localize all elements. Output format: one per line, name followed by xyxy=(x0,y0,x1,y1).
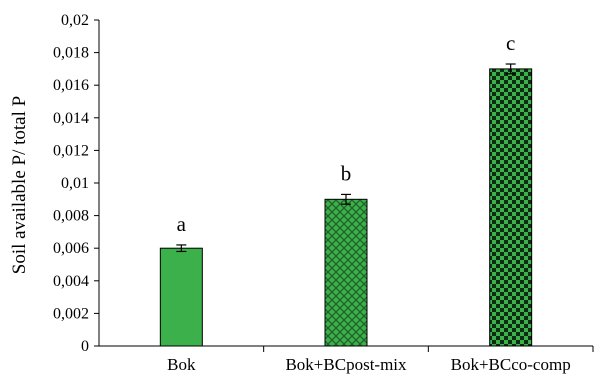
x-axis-labels: Bok Bok+BCpost-mix Bok+BCco-comp xyxy=(167,346,594,374)
y-tick-label: 0,008 xyxy=(53,208,89,225)
bar-2 xyxy=(324,198,368,347)
y-tick-label: 0,016 xyxy=(53,77,89,94)
x-tick-label: Bok xyxy=(167,355,196,374)
y-tick-label: 0,006 xyxy=(53,240,89,257)
y-tick-label: 0 xyxy=(81,338,89,355)
y-tick-label: 0,002 xyxy=(53,305,89,322)
y-tick-label: 0,014 xyxy=(53,110,89,127)
y-tick-label: 0,004 xyxy=(53,273,89,290)
y-tick-label: 0,02 xyxy=(61,12,89,29)
significance-label: b xyxy=(341,161,352,185)
x-tick-label: Bok+BCpost-mix xyxy=(285,355,407,374)
y-axis-ticks: 0 0,002 0,004 0,006 0,008 0,01 0,012 0,014 0,016… xyxy=(53,12,99,355)
y-tick-label: 0,01 xyxy=(61,175,89,192)
significance-label: a xyxy=(177,212,187,236)
x-tick-label: Bok+BCco-comp xyxy=(451,355,571,374)
y-tick-label: 0,018 xyxy=(53,45,89,62)
y-tick-label: 0,012 xyxy=(53,142,89,159)
bars: a b c xyxy=(159,31,533,347)
bar-1 xyxy=(159,247,203,347)
significance-label: c xyxy=(506,31,515,55)
bar-3 xyxy=(489,68,533,347)
y-axis-label: Soil available P/ total P xyxy=(9,96,30,274)
